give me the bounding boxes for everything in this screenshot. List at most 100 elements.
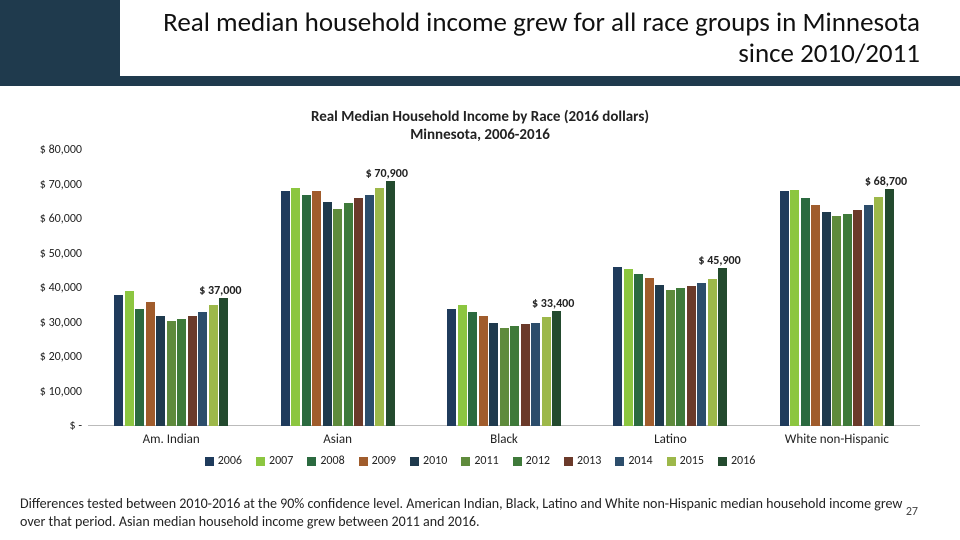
bar (853, 210, 862, 426)
legend-item: 2015 (667, 454, 704, 468)
y-tick-label: $ 50,000 (40, 247, 82, 261)
bar (375, 188, 384, 426)
data-callout: $ 70,900 (366, 167, 408, 181)
legend-label: 2010 (423, 454, 447, 468)
legend-item: 2008 (307, 454, 344, 468)
bar (365, 195, 374, 426)
bar (655, 285, 664, 426)
y-tick-label: $ - (70, 419, 82, 433)
bar (531, 323, 540, 427)
bar (542, 317, 551, 426)
legend-label: 2016 (731, 454, 755, 468)
bar (697, 283, 706, 426)
legend-swatch (307, 457, 316, 466)
legend-swatch (461, 457, 470, 466)
bar (302, 195, 311, 426)
bar (479, 316, 488, 426)
bar (832, 216, 841, 426)
legend-label: 2013 (577, 454, 601, 468)
y-tick-label: $ 80,000 (40, 143, 82, 157)
bar (521, 324, 530, 426)
bar (219, 298, 228, 426)
bar-group (421, 150, 587, 426)
legend-swatch (667, 457, 676, 466)
bar (323, 202, 332, 426)
bar (209, 305, 218, 426)
footnote: Differences tested between 2010-2016 at … (20, 495, 930, 530)
y-axis-labels: $ 80,000$ 70,000$ 60,000$ 50,000$ 40,000… (30, 150, 86, 426)
data-callout: $ 33,400 (532, 297, 574, 311)
legend-label: 2007 (269, 454, 293, 468)
bar (167, 321, 176, 426)
bar (552, 311, 561, 426)
footnote-text: Differences tested between 2010-2016 at … (20, 495, 902, 530)
bar (874, 197, 883, 426)
bar-group (754, 150, 920, 426)
data-callout: $ 68,700 (865, 175, 907, 189)
chart: $ 80,000$ 70,000$ 60,000$ 50,000$ 40,000… (30, 150, 930, 450)
bar (468, 312, 477, 426)
x-tick-label: Am. Indian (88, 428, 254, 450)
slide: Real median household income grew for al… (0, 0, 960, 540)
bar (188, 316, 197, 426)
legend-label: 2006 (218, 454, 242, 468)
x-tick-label: Black (421, 428, 587, 450)
legend-swatch (205, 457, 214, 466)
bar (312, 191, 321, 426)
x-axis-labels: Am. IndianAsianBlackLatinoWhite non-Hisp… (88, 428, 920, 450)
legend-item: 2013 (564, 454, 601, 468)
bar-group (254, 150, 420, 426)
data-callout: $ 45,900 (698, 254, 740, 268)
page-title: Real median household income grew for al… (120, 7, 920, 69)
legend-item: 2006 (205, 454, 242, 468)
legend-label: 2014 (628, 454, 652, 468)
bar (645, 278, 654, 426)
data-callout: $ 37,000 (199, 284, 241, 298)
bar (354, 198, 363, 426)
y-tick-label: $ 30,000 (40, 316, 82, 330)
x-tick-label: White non-Hispanic (754, 428, 920, 450)
legend-item: 2010 (410, 454, 447, 468)
legend-item: 2011 (461, 454, 498, 468)
bar (718, 268, 727, 426)
x-tick-label: Asian (254, 428, 420, 450)
bar (666, 290, 675, 426)
bar (386, 181, 395, 426)
bar (613, 267, 622, 426)
legend-swatch (256, 457, 265, 466)
bar (114, 295, 123, 426)
bar (489, 323, 498, 427)
legend-label: 2009 (372, 454, 396, 468)
bar (801, 198, 810, 426)
legend: 2006200720082009201020112012201320142015… (0, 454, 960, 468)
legend-label: 2015 (680, 454, 704, 468)
bar (843, 214, 852, 426)
bar (458, 305, 467, 426)
bar (676, 288, 685, 426)
chart-subtitle: Real Median Household Income by Race (20… (0, 108, 960, 144)
bar (780, 191, 789, 426)
bar (333, 209, 342, 426)
bar (811, 205, 820, 426)
bar (135, 309, 144, 426)
legend-item: 2009 (359, 454, 396, 468)
legend-swatch (410, 457, 419, 466)
y-tick-label: $ 40,000 (40, 281, 82, 295)
legend-swatch (718, 457, 727, 466)
bar (156, 316, 165, 426)
bar (146, 302, 155, 426)
subtitle-line1: Real Median Household Income by Race (20… (0, 108, 960, 126)
bar (708, 279, 717, 426)
subtitle-line2: Minnesota, 2006-2016 (0, 126, 960, 144)
bar (634, 274, 643, 426)
legend-swatch (359, 457, 368, 466)
bar (344, 203, 353, 426)
legend-swatch (513, 457, 522, 466)
plot-area: $ 37,000 $ 70,900 $ 33,400 $ 45,900 $ 68,700 (88, 150, 920, 426)
y-tick-label: $ 20,000 (40, 350, 82, 364)
legend-swatch (564, 457, 573, 466)
bar (177, 319, 186, 426)
bar (790, 190, 799, 426)
bar (125, 291, 134, 426)
bar (864, 205, 873, 426)
